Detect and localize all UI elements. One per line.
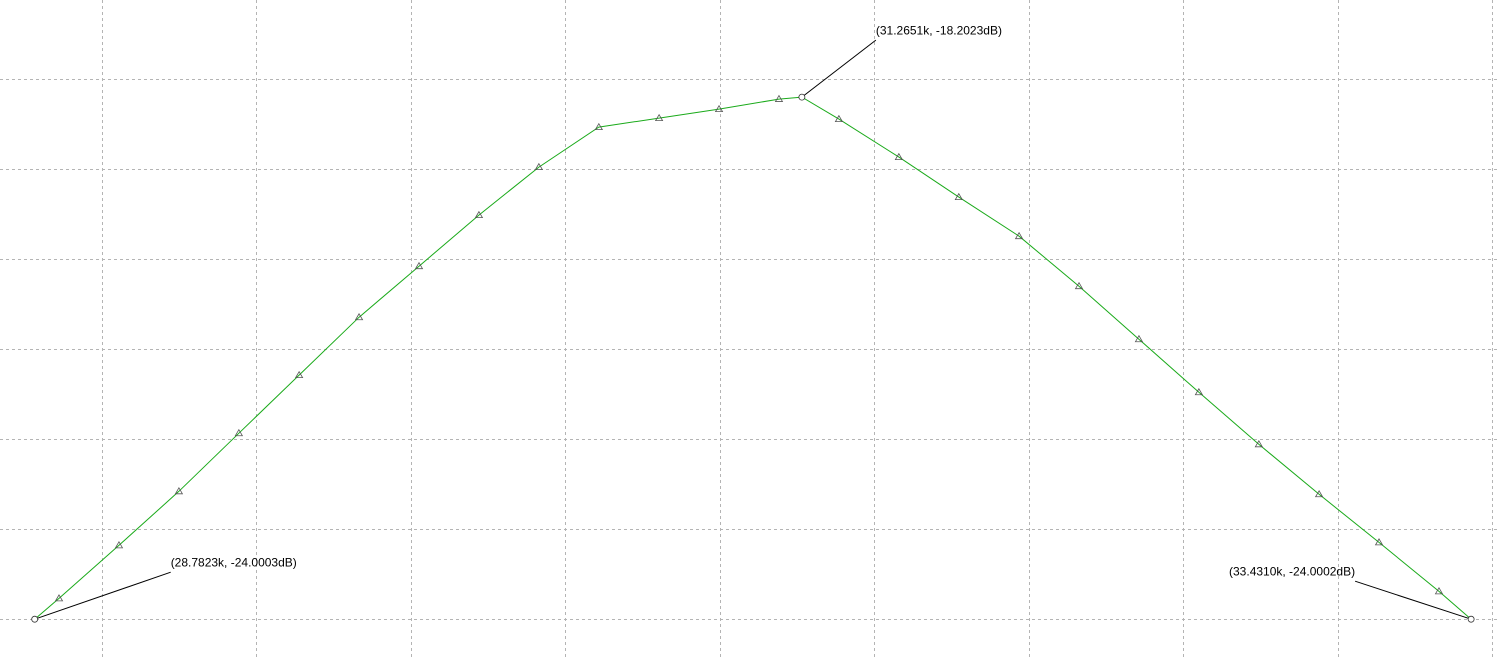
annotation-marker bbox=[1467, 615, 1475, 623]
point-marker bbox=[1314, 489, 1324, 498]
point-marker bbox=[654, 113, 664, 122]
point-marker bbox=[114, 541, 124, 549]
annotation-marker bbox=[31, 615, 39, 623]
point-marker bbox=[834, 114, 844, 123]
annotation-label: (33.4310k, -24.0002dB) bbox=[1229, 564, 1355, 578]
point-marker bbox=[1374, 538, 1384, 546]
point-marker bbox=[1134, 334, 1144, 343]
point-marker bbox=[894, 152, 904, 161]
point-marker bbox=[594, 122, 604, 131]
point-marker bbox=[1254, 440, 1264, 448]
point-marker bbox=[294, 370, 304, 379]
annotation-leader bbox=[801, 39, 877, 98]
annotation-label: (28.7823k, -24.0003dB) bbox=[171, 555, 297, 569]
data-line bbox=[34, 96, 1472, 620]
point-marker bbox=[534, 162, 544, 171]
point-marker bbox=[774, 94, 784, 102]
point-marker bbox=[174, 487, 184, 495]
annotation-leader bbox=[1354, 580, 1472, 620]
point-marker bbox=[714, 104, 724, 113]
point-marker bbox=[1434, 587, 1444, 595]
point-marker bbox=[1194, 387, 1204, 396]
point-marker bbox=[234, 428, 244, 437]
point-marker bbox=[1014, 231, 1024, 240]
annotation-leader bbox=[34, 571, 171, 620]
point-marker bbox=[474, 210, 484, 219]
point-marker bbox=[954, 192, 964, 201]
annotation-label: (31.2651k, -18.2023dB) bbox=[876, 23, 1002, 37]
point-marker bbox=[1074, 281, 1084, 290]
annotation-marker bbox=[798, 93, 806, 101]
point-marker bbox=[414, 261, 424, 270]
point-marker bbox=[354, 312, 364, 321]
point-marker bbox=[54, 594, 64, 602]
